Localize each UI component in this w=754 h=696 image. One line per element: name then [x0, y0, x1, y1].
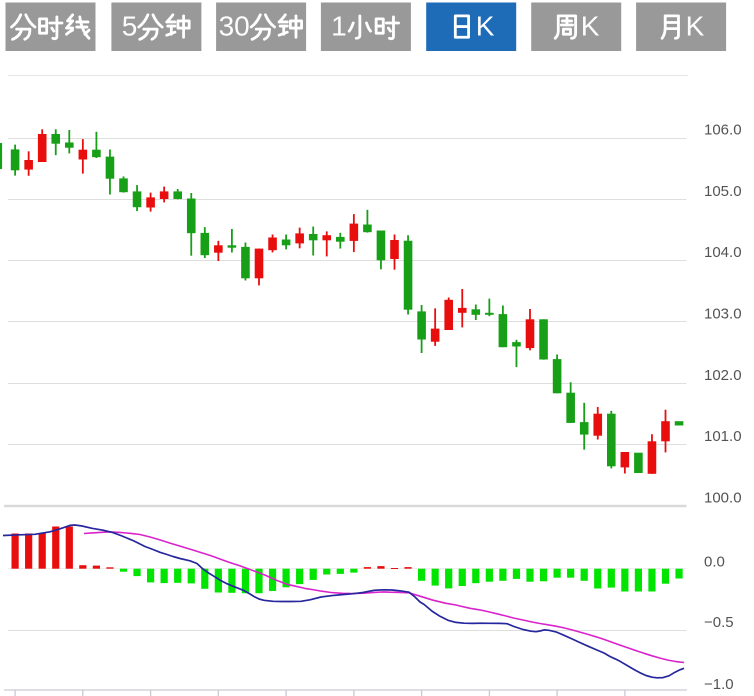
svg-text:−0.5: −0.5: [704, 614, 734, 631]
svg-text:3: 3: [219, 10, 235, 41]
svg-text:0: 0: [234, 10, 250, 41]
svg-text:K: K: [476, 10, 495, 41]
svg-text:K: K: [686, 10, 705, 41]
svg-text:K: K: [581, 10, 600, 41]
svg-text:105.0: 105.0: [704, 183, 742, 200]
svg-text:0.0: 0.0: [704, 554, 725, 571]
svg-text:103.0: 103.0: [704, 306, 742, 323]
svg-text:104.0: 104.0: [704, 244, 742, 261]
svg-text:101.0: 101.0: [704, 428, 742, 445]
svg-text:100.0: 100.0: [704, 490, 742, 507]
svg-text:−1.0: −1.0: [704, 676, 734, 693]
svg-text:102.0: 102.0: [704, 367, 742, 384]
svg-text:106.0: 106.0: [704, 122, 742, 139]
svg-text:1: 1: [331, 10, 347, 41]
svg-text:5: 5: [122, 10, 138, 41]
